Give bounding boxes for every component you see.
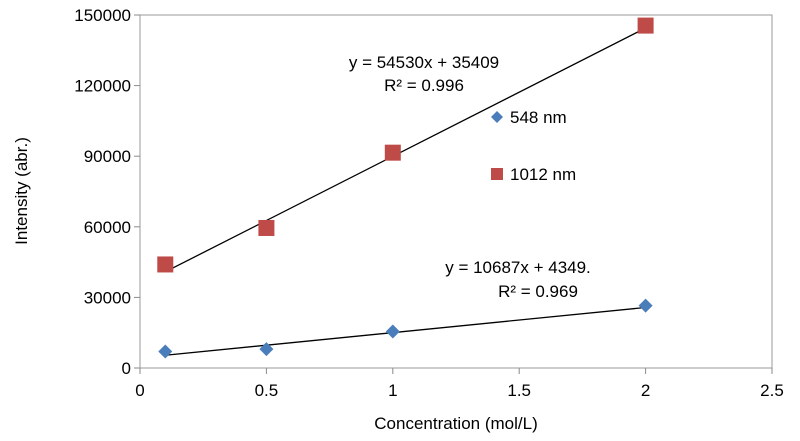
x-axis-title: Concentration (mol/L) [374, 414, 537, 433]
data-point-548nm [158, 344, 173, 359]
x-tick-label: 2 [641, 381, 650, 400]
x-axis-ticks: 0 0.5 1 1.5 2 2.5 [135, 368, 784, 400]
data-point-548nm [638, 298, 653, 313]
x-tick-label: 2.5 [760, 381, 784, 400]
data-point-1012nm [637, 17, 654, 34]
legend-marker-548nm [491, 111, 503, 123]
y-axis-title: Intensity (abr.) [12, 137, 31, 245]
legend-label-548nm: 548 nm [510, 108, 567, 127]
x-tick-label: 1 [388, 381, 397, 400]
data-point-1012nm [157, 256, 174, 273]
plot-area [139, 14, 773, 369]
trendline-equation-548nm: y = 10687x + 4349. [445, 258, 591, 277]
y-tick-label: 120000 [74, 77, 131, 96]
trendlines [164, 27, 646, 356]
x-tick-label: 0 [135, 381, 144, 400]
data-point-1012nm [258, 219, 275, 236]
y-tick-label: 90000 [84, 147, 131, 166]
trendline-equation-1012nm: y = 54530x + 35409 [349, 53, 499, 72]
data-point-548nm [385, 324, 400, 339]
legend-marker-1012nm [491, 168, 503, 180]
x-tick-label: 1.5 [507, 381, 531, 400]
data-points [157, 17, 654, 359]
trendline-548nm [165, 306, 646, 356]
trendline-r2-1012nm: R² = 0.996 [384, 76, 464, 95]
data-point-548nm [259, 342, 274, 357]
y-tick-label: 150000 [74, 6, 131, 25]
trendline-1012nm [164, 27, 646, 273]
data-point-1012nm [384, 144, 401, 161]
legend-label-1012nm: 1012 nm [510, 165, 576, 184]
y-axis-ticks: 0 30000 60000 90000 120000 150000 [74, 6, 140, 378]
y-tick-label: 0 [122, 359, 131, 378]
trendline-r2-548nm: R² = 0.969 [498, 282, 578, 301]
y-tick-label: 60000 [84, 218, 131, 237]
y-tick-label: 30000 [84, 288, 131, 307]
legend: 548 nm 1012 nm [491, 108, 576, 184]
x-tick-label: 0.5 [255, 381, 279, 400]
